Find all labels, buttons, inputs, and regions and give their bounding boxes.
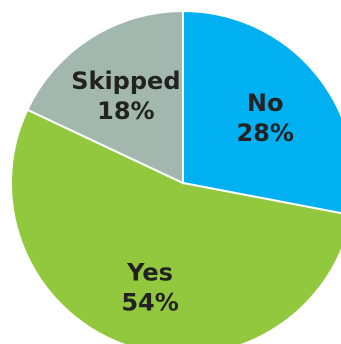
pie-slice-no xyxy=(182,9,341,215)
slice-label-skipped: Skipped xyxy=(71,67,180,95)
pie-slices xyxy=(9,9,341,344)
slice-value-yes: 54% xyxy=(121,288,178,316)
pie-slice-yes xyxy=(9,108,341,344)
slice-value-skipped: 18% xyxy=(97,97,154,125)
slice-label-yes: Yes xyxy=(126,258,173,286)
slice-label-no: No xyxy=(247,89,284,117)
slice-value-no: 28% xyxy=(236,119,293,147)
pie-slice-skipped xyxy=(26,9,184,185)
